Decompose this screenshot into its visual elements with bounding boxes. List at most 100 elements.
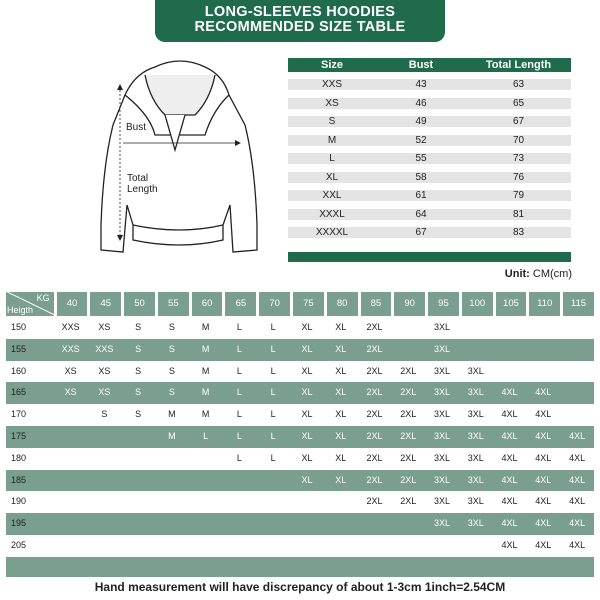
weight-header: 105 — [495, 292, 527, 316]
fit-table-row: 170 S S M M L L XL XL 2XL 2XL 3XL 3XL 4XL 4XL — [6, 404, 594, 426]
size-cell: XL — [301, 430, 313, 441]
size-cell: 3XL — [467, 365, 484, 376]
size-cell: XL — [335, 387, 347, 398]
weight-header: 40 — [56, 292, 88, 316]
size-cell: 4XL — [569, 539, 586, 550]
header-total-length: Total Length — [485, 59, 552, 71]
size-cell: XS — [98, 365, 111, 376]
size-cell: L — [270, 430, 276, 441]
size-cell: L — [236, 387, 242, 398]
size-cell: 3XL — [467, 387, 484, 398]
size-cell: XXXL — [319, 208, 345, 220]
size-cell: 2XL — [400, 409, 417, 420]
fit-table-row: 150 XXS XS S S M L L XL XL 2XL 3XL — [6, 317, 594, 339]
size-cell: S — [135, 343, 142, 354]
bust-cell: 64 — [415, 208, 427, 220]
size-cell: 4XL — [535, 387, 552, 398]
size-cell: 3XL — [467, 518, 484, 529]
fit-table-row: 155 XXS XXS S S M L L XL XL 2XL 3XL — [6, 338, 594, 361]
weight-header: 110 — [529, 292, 561, 316]
weight-header: 95 — [428, 292, 459, 316]
height-cell: 165 — [11, 387, 27, 398]
size-cell: 3XL — [434, 474, 451, 485]
size-cell: S — [135, 365, 142, 376]
weight-header: 90 — [394, 292, 426, 316]
height-cell: 150 — [11, 322, 27, 332]
size-cell: 4XL — [569, 452, 586, 463]
height-cell: 180 — [11, 452, 27, 463]
fit-table-row: 195 3XL 3XL 4XL 4XL 4XL — [6, 513, 594, 535]
size-cell: XL — [325, 171, 339, 183]
size-cell: XL — [335, 452, 347, 463]
size-cell: 3XL — [434, 452, 451, 463]
size-table-row: XXXXL 67 83 — [288, 227, 571, 238]
size-cell: L — [236, 343, 242, 354]
size-table-row: XS 46 65 — [288, 97, 571, 109]
unit-label: Unit: CM(cm) — [505, 268, 572, 280]
size-cell: S — [101, 409, 108, 420]
header-bust: Bust — [408, 59, 434, 71]
size-cell: 4XL — [569, 518, 586, 529]
size-cell: 4XL — [501, 387, 518, 398]
fit-table-row: 190 2XL 2XL 3XL 3XL 4XL 4XL 4XL — [6, 491, 594, 513]
length-cell: 79 — [512, 190, 525, 201]
weight-header: 115 — [563, 292, 594, 316]
size-cell: XXL — [322, 190, 342, 201]
size-cell: 4XL — [501, 474, 518, 485]
size-cell: 3XL — [434, 322, 451, 332]
height-cell: 175 — [11, 430, 27, 441]
weight-header: 85 — [360, 292, 392, 316]
size-cell: M — [201, 365, 210, 376]
size-cell: XL — [335, 365, 347, 376]
height-cell: 170 — [11, 409, 27, 420]
size-cell: XS — [98, 322, 111, 332]
fit-table-row: 160 XS XS S S M L L XL XL 2XL 2XL 3XL 3XL — [6, 361, 594, 383]
size-cell: 2XL — [366, 322, 383, 332]
length-cell: 81 — [512, 208, 525, 220]
size-cell: 2XL — [366, 365, 383, 376]
size-table-row: XL 58 76 — [288, 171, 571, 183]
size-cell: L — [329, 153, 335, 164]
size-cell: XL — [301, 365, 313, 376]
fit-table-header: KG Heigth 40 45 50 55 60 65 70 75 80 85 90 95 100 105… — [6, 292, 594, 317]
height-cell: 185 — [11, 474, 27, 485]
size-cell: 4XL — [535, 409, 552, 420]
bust-cell: 49 — [415, 116, 427, 127]
size-cell: XL — [301, 343, 313, 354]
size-table-row: XXS 43 63 — [288, 79, 571, 90]
size-cell: L — [236, 430, 242, 441]
size-cell: XL — [301, 322, 313, 332]
bust-cell: 61 — [415, 190, 427, 201]
size-cell: 2XL — [366, 409, 383, 420]
size-cell: XL — [335, 343, 347, 354]
size-cell: L — [270, 409, 276, 420]
bust-cell: 46 — [415, 97, 427, 109]
bust-cell: 67 — [415, 227, 427, 238]
size-cell: 3XL — [434, 409, 451, 420]
size-cell: 3XL — [467, 452, 484, 463]
size-table-row: XXL 61 79 — [288, 190, 571, 201]
size-cell: S — [135, 387, 142, 398]
size-cell: M — [201, 409, 210, 420]
size-cell: S — [168, 343, 175, 354]
weight-header: 55 — [157, 292, 189, 316]
height-cell: 160 — [11, 365, 27, 376]
height-cell: 155 — [11, 343, 27, 354]
fit-table-row: 180 L L XL XL 2XL 2XL 3XL 3XL 4XL 4XL 4XL — [6, 448, 594, 470]
weight-header: 65 — [225, 292, 257, 316]
size-cell: 4XL — [501, 452, 518, 463]
weight-header: 70 — [259, 292, 290, 316]
size-cell: M — [201, 322, 210, 332]
fit-table-row: 205 4XL 4XL 4XL — [6, 535, 594, 557]
size-table-row: S 49 67 — [288, 116, 571, 127]
fit-table-row: 165 XS XS S S M L L XL XL 2XL 2XL 3XL 3XL 4XL 4XL — [6, 382, 594, 405]
title-line-1: LONG-SLEEVES HOODIES — [204, 4, 396, 20]
size-cell: 4XL — [535, 496, 552, 507]
size-cell: 2XL — [400, 387, 417, 398]
weight-header: 75 — [293, 292, 324, 316]
size-cell: M — [168, 430, 176, 441]
header-size: Size — [320, 59, 343, 71]
weight-header: 45 — [90, 292, 122, 316]
size-cell: 4XL — [569, 474, 586, 485]
fit-table-row: 175 M L L L XL XL 2XL 2XL 3XL 3XL 4XL 4XL 4XL — [6, 425, 594, 448]
